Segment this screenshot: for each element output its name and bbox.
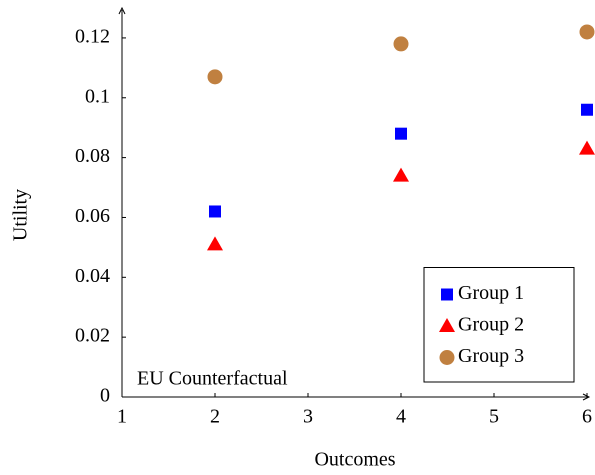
marker-square xyxy=(209,205,221,218)
x-tick-label: 1 xyxy=(117,406,127,428)
legend-label: Group 2 xyxy=(458,314,524,336)
marker-square xyxy=(441,288,453,301)
marker-square xyxy=(395,127,407,140)
y-tick-label: 0.06 xyxy=(75,205,110,227)
marker-circle xyxy=(207,69,223,85)
marker-circle xyxy=(439,350,455,365)
x-tick-label: 2 xyxy=(210,406,220,428)
y-tick-label: 0 xyxy=(100,385,110,407)
y-axis-title: Utility xyxy=(10,189,32,241)
y-tick-label: 0.08 xyxy=(75,145,110,167)
x-axis-arrow xyxy=(582,393,591,401)
x-tick-label: 3 xyxy=(303,406,313,428)
marker-triangle xyxy=(579,140,595,155)
y-axis-arrow xyxy=(118,6,126,15)
y-tick-label: 0.12 xyxy=(75,26,110,48)
marker-triangle xyxy=(439,318,455,332)
reference-label: EU Counterfactual xyxy=(137,368,288,390)
x-tick-label: 5 xyxy=(489,406,499,428)
marker-triangle xyxy=(207,236,223,251)
marker-triangle xyxy=(393,167,409,182)
marker-square xyxy=(581,103,593,116)
legend-label: Group 3 xyxy=(458,345,524,367)
y-tick-label: 0.04 xyxy=(75,265,110,287)
x-tick-label: 6 xyxy=(582,406,592,428)
x-axis-title: Outcomes xyxy=(314,449,395,471)
marker-circle xyxy=(579,24,595,40)
legend-label: Group 1 xyxy=(458,282,524,304)
marker-circle xyxy=(393,36,409,52)
y-tick-label: 0.02 xyxy=(75,325,110,347)
y-tick-label: 0.1 xyxy=(85,85,110,107)
x-tick-label: 4 xyxy=(396,406,406,428)
